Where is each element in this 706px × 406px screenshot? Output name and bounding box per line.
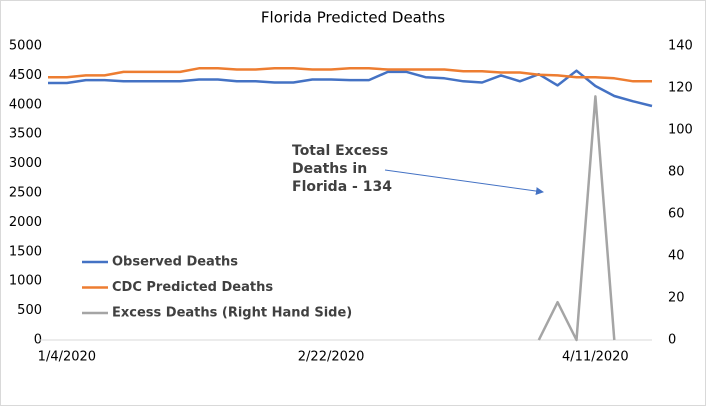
y2-tick-label: 0	[668, 333, 676, 348]
y-tick-label: 2000	[9, 215, 42, 230]
series-line	[48, 67, 652, 83]
y-tick-label: 1500	[9, 244, 42, 259]
chart-title: Florida Predicted Deaths	[261, 9, 445, 27]
x-tick-label: 1/4/2020	[38, 350, 96, 365]
annotation-line: Deaths in	[292, 161, 367, 177]
series-line	[537, 95, 616, 342]
y-tick-label: 3500	[9, 127, 42, 142]
y-tick-label: 1000	[9, 274, 42, 289]
x-tick-label: 2/22/2020	[298, 350, 365, 365]
y-tick-label: 3000	[9, 156, 42, 171]
legend-label: CDC Predicted Deaths	[112, 280, 273, 295]
y-tick-label: 5000	[9, 39, 42, 54]
y2-tick-label: 120	[668, 81, 693, 96]
annotation-arrow	[384, 169, 544, 195]
y2-tick-label: 60	[668, 207, 685, 222]
y-tick-label: 500	[17, 303, 42, 318]
legend-label: Observed Deaths	[112, 255, 238, 270]
y-tick-label: 0	[34, 333, 42, 348]
y2-tick-label: 140	[668, 39, 693, 54]
series-line	[48, 69, 653, 108]
y2-tick-label: 40	[668, 249, 685, 264]
y2-tick-label: 100	[668, 123, 693, 138]
x-tick-label: 4/11/2020	[562, 350, 629, 365]
annotation-line: Total Excess	[292, 143, 388, 159]
y2-tick-label: 20	[668, 291, 685, 306]
legend-label: Excess Deaths (Right Hand Side)	[112, 306, 352, 321]
y2-tick-label: 80	[668, 165, 685, 180]
y-tick-label: 4000	[9, 97, 42, 112]
y-tick-label: 4500	[9, 68, 42, 83]
y-tick-label: 2500	[9, 186, 42, 201]
annotation-line: Florida - 134	[292, 179, 392, 195]
